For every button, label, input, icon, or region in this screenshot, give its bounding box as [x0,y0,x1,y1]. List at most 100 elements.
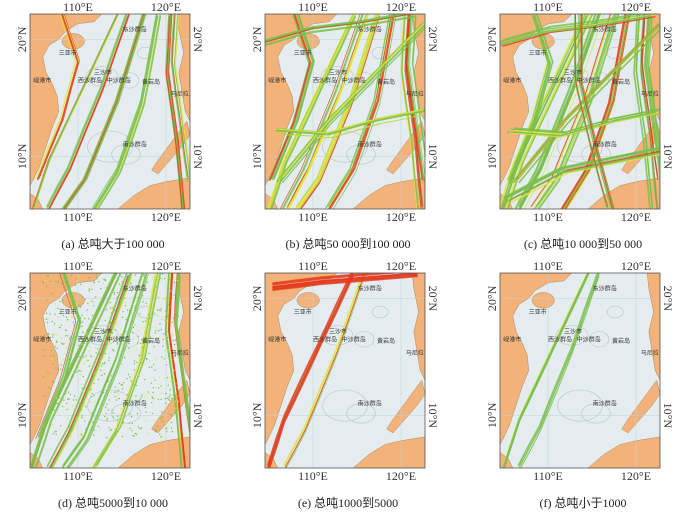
ship-position-dot [93,282,95,284]
ship-position-dot [92,434,95,436]
ship-position-dot [74,284,77,287]
ship-track [500,15,652,47]
ship-position-dot [95,346,97,349]
ship-position-dot [174,339,177,341]
ship-position-dot [175,349,178,351]
ship-position-dot [155,326,157,328]
ship-position-dot [93,305,95,307]
ship-position-dot [123,405,125,408]
lat-label-left-top: 20°N [15,285,29,311]
ship-position-dot [144,341,146,343]
ship-track [272,275,418,291]
ship-position-dot [66,282,68,285]
ship-position-dot [177,315,180,318]
ship-position-dot [109,333,111,335]
ship-position-dot [68,398,70,400]
ship-position-dot [114,329,117,331]
ship-position-dot [57,289,59,292]
ship-position-dot [162,416,164,418]
mainland-land [30,273,103,445]
ship-track [635,14,653,207]
ship-position-dot [154,332,156,334]
ship-position-dot [166,410,169,412]
ship-position-dot [81,344,83,347]
ship-position-dot [65,281,67,284]
ship-position-dot [117,338,120,340]
ship-position-dot [129,427,131,430]
ship-position-dot [151,412,154,415]
ship-position-dot [135,384,137,387]
ship-track [93,273,159,467]
ship-position-dot [177,386,179,389]
ship-position-dot [112,307,114,309]
place-label-sanya: 三亚市 [294,308,312,316]
place-label-dongsha: 东沙群岛 [593,285,617,293]
ship-position-dot [100,359,102,362]
ship-track [171,14,189,178]
ship-position-dot [153,346,155,348]
ship-position-dot [131,312,133,314]
ship-position-dot [161,318,163,321]
ship-tracks [502,273,600,468]
lat-label-right-top: 20°N [426,286,440,312]
lat-label-left-bottom: 10°N [485,402,499,428]
ship-position-dot [52,380,54,383]
ship-position-dot [174,282,176,284]
ship-position-dot [114,391,116,393]
ship-position-dot [145,331,148,333]
ship-position-dot [47,318,49,320]
ship-position-dot [76,303,78,305]
ship-position-dot [64,342,66,345]
ship-position-dot [82,391,84,393]
ship-position-dot [113,350,115,352]
ship-position-dot [157,398,159,400]
ship-position-dot [59,277,62,280]
ship-position-dot [155,429,158,432]
ship-position-dot [148,393,150,395]
ship-position-dot [111,338,114,341]
ship-position-dot [91,320,93,322]
ship-position-dot [72,405,74,407]
ship-position-dot [176,283,178,285]
ship-position-dot [64,335,67,337]
ship-position-dot [86,329,88,331]
ship-position-dot [162,420,164,423]
ship-position-dot [43,335,46,337]
ship-position-dot [81,337,84,339]
ship-position-dot [53,381,55,384]
ship-position-dot [145,420,147,422]
ship-position-dot [69,393,72,396]
mainland-land [500,14,573,186]
ship-position-dot [104,319,106,322]
ship-position-dot [103,306,105,309]
ship-position-dot [55,397,58,399]
ship-position-dot [65,319,68,321]
ship-position-dot [93,372,95,374]
ship-position-dot [155,387,157,389]
place-label-nansha: 南沙群岛 [123,400,147,408]
ship-position-dot [154,428,156,431]
ship-position-dot [112,412,114,414]
ship-position-dot [60,283,63,285]
ship-position-dot [142,283,145,285]
ship-position-dot [63,359,65,361]
lon-label-top-right: 120°E [621,0,651,14]
lon-label-top-left: 110°E [63,0,93,14]
ship-position-dot [170,427,173,429]
ship-position-dot [70,357,72,359]
ship-position-dot [169,413,171,416]
place-label-nansha: 南沙群岛 [593,141,617,149]
ship-track [283,273,365,467]
ship-position-dot [128,422,131,424]
ship-track [267,273,353,467]
ship-position-dot [45,342,48,344]
ship-position-dot [114,427,116,430]
ship-position-dot [130,380,132,382]
ship-track [39,273,82,441]
ship-position-dot [42,376,45,378]
ship-position-dot [166,338,168,340]
ship-track [510,14,552,181]
ship-position-dot [82,404,85,407]
ship-position-dot [160,398,162,400]
ship-position-dot [127,373,130,376]
